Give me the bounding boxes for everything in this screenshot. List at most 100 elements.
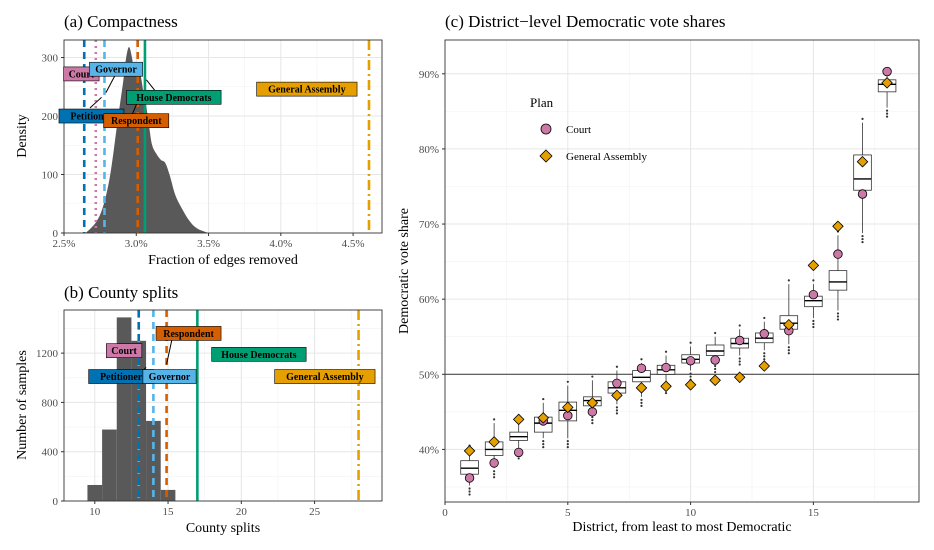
histogram-bar xyxy=(116,317,132,501)
x-tick-label: 4.5% xyxy=(342,238,365,250)
box-outlier xyxy=(566,443,569,446)
panel-c-ylabel: Democratic vote share xyxy=(397,208,412,334)
plan-leader-petitioner xyxy=(89,96,102,109)
general-assembly-point xyxy=(733,371,746,384)
court-point xyxy=(489,458,499,468)
box-outlier xyxy=(787,279,790,282)
x-tick-label: 25 xyxy=(309,506,321,518)
plan-label-respondent: Respondent xyxy=(103,113,170,129)
panel-a-density-area xyxy=(85,47,209,233)
plan-label-house-democrats: House Democrats xyxy=(126,90,222,105)
box-outlier xyxy=(689,372,692,375)
panel-c-title: (c) District−level Democratic vote share… xyxy=(445,12,726,31)
box-outlier xyxy=(861,240,864,244)
general-assembly-point xyxy=(660,380,672,393)
box-outlier xyxy=(566,446,569,449)
court-point xyxy=(857,189,868,199)
box-outlier xyxy=(615,406,619,409)
box-outlier xyxy=(542,443,545,446)
court-point xyxy=(735,335,745,346)
plan-label-text: House Democrats xyxy=(221,350,296,361)
plan-label-text: Governor xyxy=(149,372,191,383)
legend-court-label: Court xyxy=(566,124,591,136)
panel-c-xlabel: District, from least to most Democratic xyxy=(572,520,791,535)
y-tick-label: 100 xyxy=(42,170,59,182)
x-tick-label: 5 xyxy=(565,507,571,519)
box-outlier xyxy=(861,117,864,120)
general-assembly-point xyxy=(856,155,869,168)
general-assembly-point xyxy=(635,382,648,394)
box-outlier xyxy=(664,391,668,395)
box-outlier xyxy=(836,312,840,315)
box-body xyxy=(705,344,725,356)
panel-b-title: (b) County splits xyxy=(64,283,178,302)
plan-label-box xyxy=(256,81,358,97)
general-assembly-point xyxy=(881,77,893,89)
general-assembly-point xyxy=(488,436,500,448)
box-outlier xyxy=(542,397,545,401)
general-assembly-point xyxy=(832,220,844,233)
box-outlier xyxy=(689,375,692,378)
box-outlier xyxy=(787,349,790,352)
general-assembly-point xyxy=(611,389,623,402)
box-outlier xyxy=(640,358,643,361)
panel-c-plan-points xyxy=(463,66,893,483)
x-tick-label: 10 xyxy=(685,507,697,519)
box-outlier xyxy=(714,364,717,368)
y-tick-label: 70% xyxy=(419,219,439,231)
box-outlier xyxy=(493,418,496,421)
box-outlier xyxy=(542,446,545,449)
general-assembly-point xyxy=(783,318,795,331)
x-tick-label: 4.0% xyxy=(269,238,292,250)
box-outlier xyxy=(591,416,594,419)
plan-label-box xyxy=(155,326,222,341)
y-tick-label: 200 xyxy=(42,111,59,123)
panel-a-ticks: 2.5% 3.0% 3.5% 4.0% 4.5% 0 100 200 300 xyxy=(42,53,365,250)
plan-label-box xyxy=(103,113,170,129)
panel-a: (a) Compactness 2.5% 3.0% 3.5% 4.0% 4.5% 0 100… xyxy=(15,12,383,268)
panel-a-frame xyxy=(63,39,383,234)
plan-label-box xyxy=(142,369,197,384)
box-outlier xyxy=(591,422,594,425)
box-outlier xyxy=(714,331,717,335)
panel-a-xlabel: Fraction of edges removed xyxy=(148,253,298,268)
plan-leader-governor xyxy=(105,76,116,93)
court-point xyxy=(661,362,671,373)
y-tick-label: 50% xyxy=(419,369,439,381)
box-outlier xyxy=(566,380,569,383)
box-outlier xyxy=(517,457,520,460)
plan-label-box xyxy=(274,369,376,384)
x-tick-label: 2.5% xyxy=(53,238,76,250)
general-assembly-point xyxy=(586,397,599,409)
panel-b-plan-labels: Court Petitioner Governor Respondent House D… xyxy=(88,326,376,384)
box-outlier xyxy=(493,476,496,479)
plan-leader-respondent xyxy=(166,337,173,365)
general-assembly-point xyxy=(684,379,697,391)
general-assembly-point xyxy=(758,360,771,372)
y-tick-label: 800 xyxy=(42,397,59,409)
panel-a-plan-labels: Court Petitioner Governor Respondent House D… xyxy=(58,61,358,129)
plan-label-general-assembly: General Assembly xyxy=(274,369,376,384)
box-outlier xyxy=(640,398,643,401)
panel-a-ylabel: Density xyxy=(15,114,30,158)
court-point xyxy=(587,407,598,417)
plan-label-text: House Democrats xyxy=(136,93,211,104)
x-tick-label: 20 xyxy=(236,506,248,518)
general-assembly-point xyxy=(463,445,476,457)
box-outlier xyxy=(763,316,766,320)
plan-label-box xyxy=(106,343,143,358)
box-outlier xyxy=(566,440,569,443)
box-outlier xyxy=(591,419,594,422)
y-tick-label: 80% xyxy=(419,144,439,156)
box-outlier xyxy=(812,325,815,329)
box-outlier xyxy=(738,360,741,363)
panel-b: (b) County splits 10 15 20 25 0 400 800 1200 Co… xyxy=(15,283,383,536)
plan-label-general-assembly: General Assembly xyxy=(256,81,358,97)
box-outlier xyxy=(738,357,741,360)
court-point xyxy=(833,249,843,259)
plan-label-box xyxy=(126,90,222,105)
plan-label-text: Respondent xyxy=(163,329,214,340)
panel-b-plan-lines xyxy=(137,310,360,501)
panel-c-legend: Plan Court General Assembly xyxy=(530,95,647,163)
